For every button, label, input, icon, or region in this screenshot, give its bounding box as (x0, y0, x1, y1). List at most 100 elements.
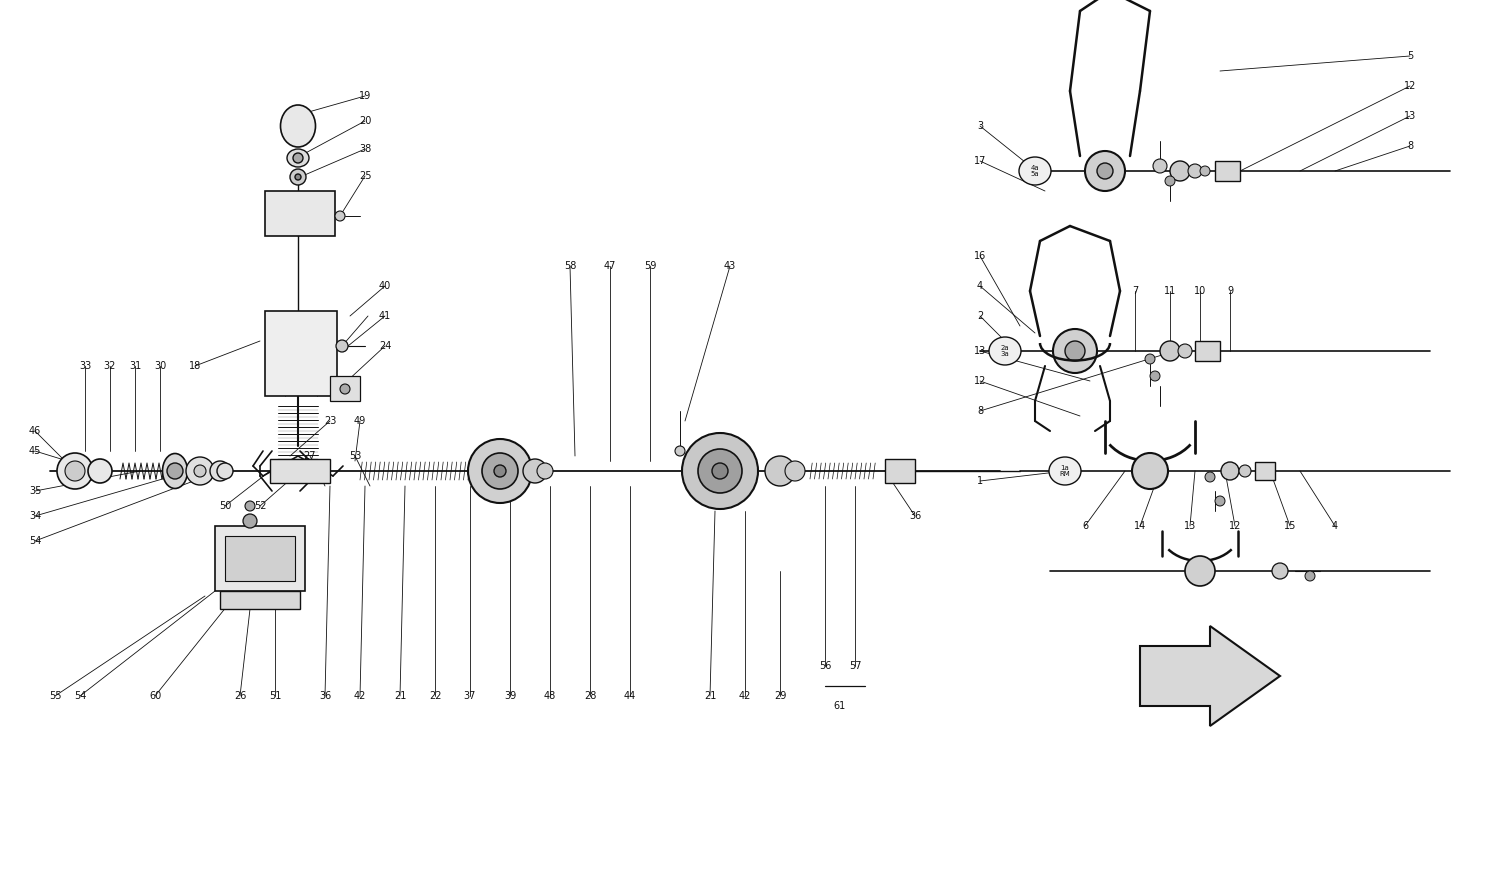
Text: 57: 57 (849, 661, 861, 671)
Text: 21: 21 (704, 691, 716, 701)
Bar (266, 191, 334, 236)
Text: 20: 20 (358, 116, 370, 126)
Text: 24: 24 (380, 341, 392, 351)
Text: 50: 50 (219, 501, 231, 511)
Circle shape (290, 169, 306, 185)
Text: 36: 36 (320, 691, 332, 701)
Circle shape (57, 453, 93, 489)
Bar (214, 526, 304, 591)
Circle shape (296, 174, 302, 180)
Text: 21: 21 (394, 691, 406, 701)
Bar (885, 459, 915, 483)
Text: 10: 10 (1194, 286, 1206, 296)
Text: 36: 36 (909, 511, 921, 521)
Text: 53: 53 (350, 451, 361, 461)
Text: 6: 6 (1082, 521, 1088, 531)
Circle shape (537, 463, 554, 479)
Circle shape (1272, 563, 1288, 579)
Bar (330, 376, 360, 401)
Text: 2: 2 (976, 311, 982, 321)
Circle shape (1239, 465, 1251, 477)
Text: 19: 19 (358, 91, 370, 101)
Text: 32: 32 (104, 361, 116, 371)
Circle shape (336, 340, 348, 352)
Circle shape (698, 449, 742, 493)
Circle shape (186, 457, 214, 485)
Text: 59: 59 (644, 261, 656, 271)
Text: 31: 31 (129, 361, 141, 371)
Text: 60: 60 (148, 691, 160, 701)
Circle shape (88, 459, 112, 483)
Text: 12: 12 (974, 376, 986, 386)
Text: 30: 30 (154, 361, 166, 371)
Text: 9: 9 (1227, 286, 1233, 296)
Polygon shape (1140, 626, 1280, 726)
Text: 41: 41 (380, 311, 392, 321)
Circle shape (1154, 159, 1167, 173)
Bar (266, 311, 338, 396)
Text: 25: 25 (358, 171, 372, 181)
Text: 58: 58 (564, 261, 576, 271)
Circle shape (292, 153, 303, 163)
Circle shape (1185, 556, 1215, 586)
Text: 61: 61 (834, 701, 846, 711)
Text: 26: 26 (234, 691, 246, 701)
Circle shape (1215, 496, 1225, 506)
Circle shape (1178, 344, 1192, 358)
Text: 4: 4 (976, 281, 982, 291)
Text: 12: 12 (1404, 81, 1416, 91)
Bar (1215, 161, 1240, 181)
Ellipse shape (280, 105, 315, 147)
Text: 12: 12 (1228, 521, 1240, 531)
Text: 33: 33 (80, 361, 92, 371)
Text: 42: 42 (354, 691, 366, 701)
Circle shape (682, 433, 758, 509)
Circle shape (1096, 163, 1113, 179)
Circle shape (494, 465, 506, 477)
Circle shape (64, 461, 86, 481)
Ellipse shape (162, 454, 188, 488)
Text: 2a
3a: 2a 3a (1000, 345, 1010, 357)
Text: 29: 29 (774, 691, 786, 701)
Circle shape (340, 384, 350, 394)
Bar (1196, 341, 1219, 361)
Ellipse shape (286, 149, 309, 167)
Text: 28: 28 (584, 691, 596, 701)
Text: 14: 14 (1134, 521, 1146, 531)
Text: 16: 16 (974, 251, 986, 261)
Text: 43: 43 (724, 261, 736, 271)
Text: 17: 17 (974, 156, 986, 166)
Circle shape (482, 453, 518, 489)
Circle shape (1065, 341, 1084, 361)
Text: 48: 48 (544, 691, 556, 701)
Text: 27: 27 (303, 451, 316, 461)
Bar (220, 591, 300, 609)
Text: 46: 46 (28, 426, 40, 436)
Circle shape (1204, 472, 1215, 482)
Circle shape (1170, 161, 1190, 181)
Text: 39: 39 (504, 691, 516, 701)
Text: 11: 11 (1164, 286, 1176, 296)
Circle shape (217, 463, 232, 479)
Circle shape (675, 446, 686, 456)
Text: 56: 56 (819, 661, 831, 671)
Text: 45: 45 (28, 446, 40, 456)
Text: 55: 55 (48, 691, 62, 701)
Circle shape (194, 465, 206, 477)
Circle shape (1144, 354, 1155, 364)
Text: 22: 22 (429, 691, 441, 701)
Text: 38: 38 (358, 144, 370, 154)
Ellipse shape (1048, 457, 1082, 485)
Text: 37: 37 (464, 691, 476, 701)
Text: 54: 54 (74, 691, 86, 701)
Circle shape (468, 439, 532, 503)
Text: 23: 23 (324, 416, 336, 426)
Circle shape (1132, 453, 1168, 489)
Text: 8: 8 (1407, 141, 1413, 151)
Text: 54: 54 (28, 536, 40, 546)
Circle shape (1200, 166, 1210, 176)
Circle shape (524, 459, 548, 483)
Bar (270, 459, 330, 483)
Circle shape (166, 463, 183, 479)
Circle shape (1305, 571, 1316, 581)
